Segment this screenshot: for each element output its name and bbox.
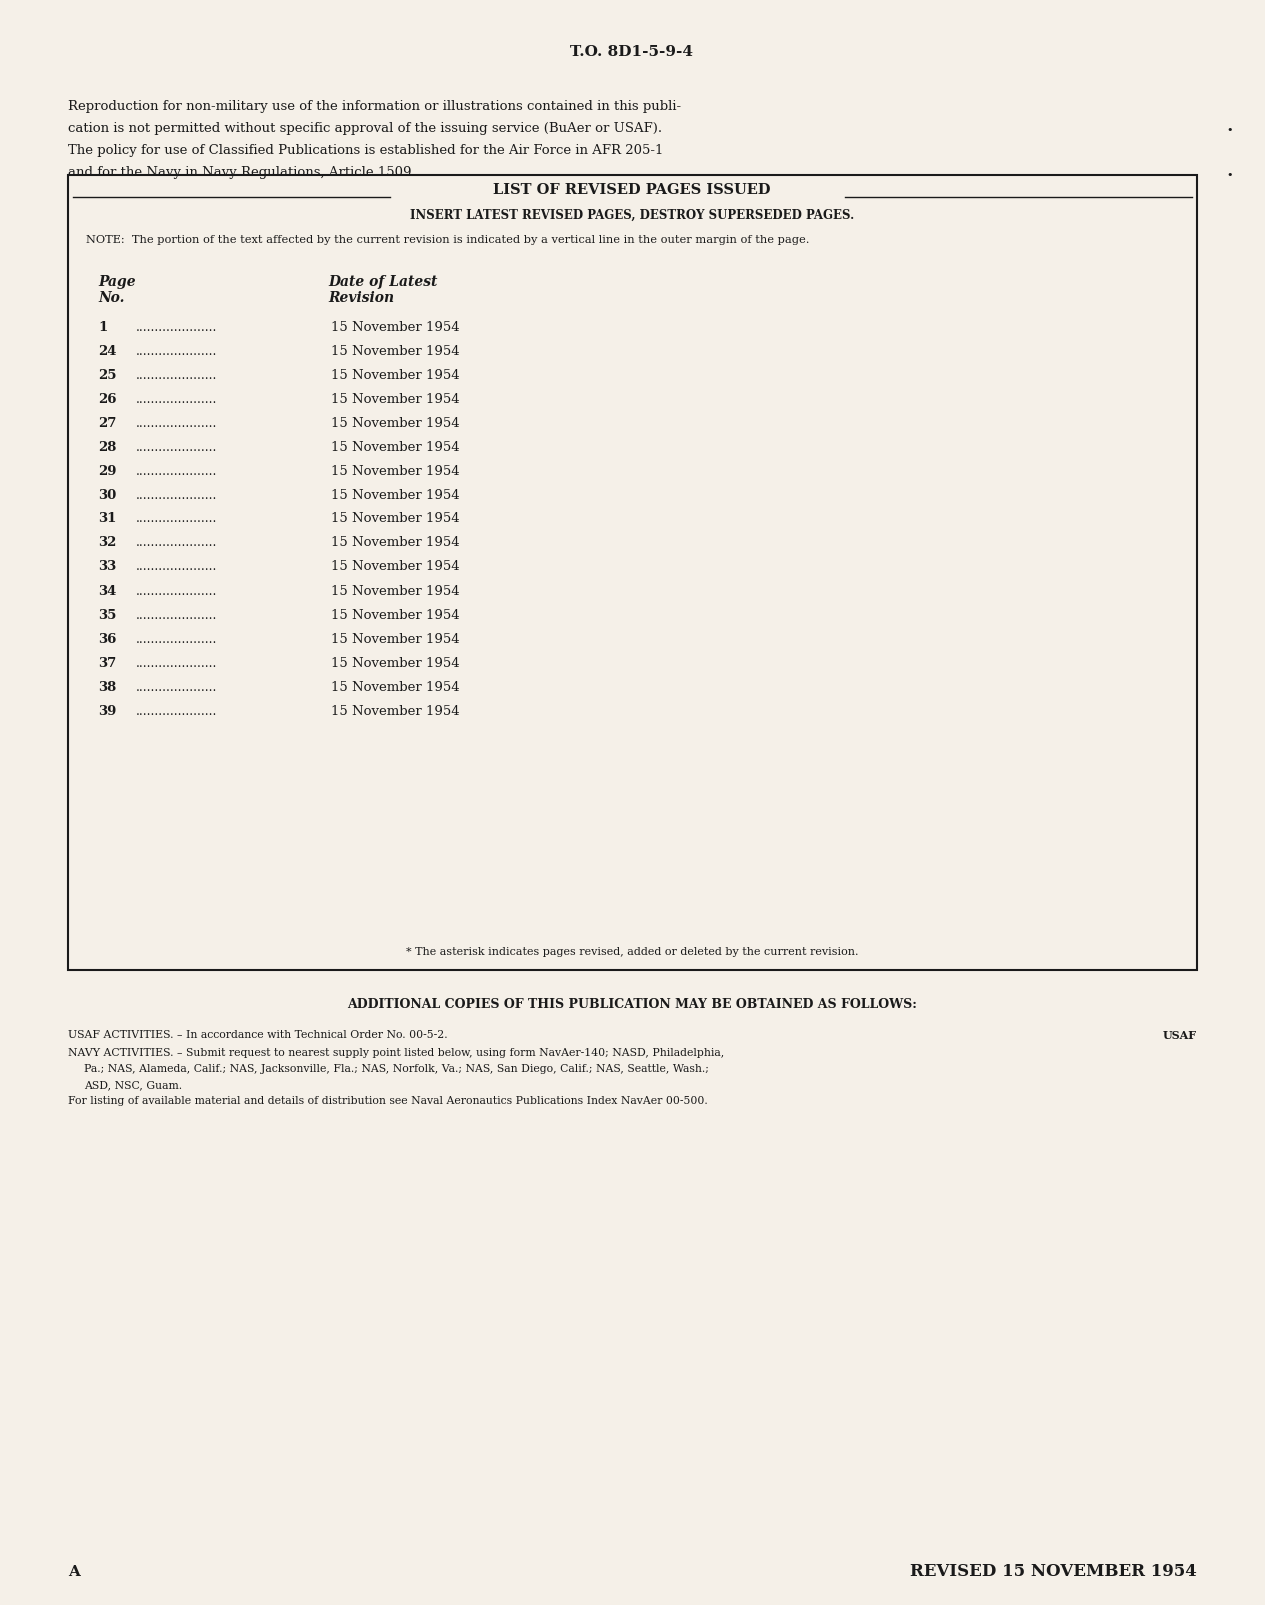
- Text: .....................: .....................: [137, 464, 218, 478]
- Text: .....................: .....................: [137, 560, 218, 573]
- Text: 28: 28: [97, 440, 116, 454]
- Text: .....................: .....................: [137, 681, 218, 693]
- Text: NAVY ACTIVITIES. – Submit request to nearest supply point listed below, using fo: NAVY ACTIVITIES. – Submit request to nea…: [68, 1048, 725, 1058]
- Text: 15 November 1954: 15 November 1954: [331, 321, 459, 334]
- Text: For listing of available material and details of distribution see Naval Aeronaut: For listing of available material and de…: [68, 1096, 707, 1106]
- Text: Page
No.: Page No.: [97, 274, 135, 305]
- Text: 15 November 1954: 15 November 1954: [331, 632, 459, 645]
- Text: 15 November 1954: 15 November 1954: [331, 536, 459, 549]
- Text: 1: 1: [97, 321, 108, 334]
- Text: •: •: [1227, 125, 1233, 135]
- Text: .....................: .....................: [137, 632, 218, 645]
- Text: 15 November 1954: 15 November 1954: [331, 393, 459, 406]
- Text: 24: 24: [97, 345, 116, 358]
- Text: 15 November 1954: 15 November 1954: [331, 488, 459, 501]
- Text: .....................: .....................: [137, 345, 218, 358]
- Text: 15 November 1954: 15 November 1954: [331, 705, 459, 717]
- Text: 34: 34: [97, 584, 116, 597]
- Text: 26: 26: [97, 393, 116, 406]
- Text: 15 November 1954: 15 November 1954: [331, 369, 459, 382]
- Text: 25: 25: [97, 369, 116, 382]
- Text: The policy for use of Classified Publications is established for the Air Force i: The policy for use of Classified Publica…: [68, 144, 663, 157]
- Text: .....................: .....................: [137, 488, 218, 501]
- Text: T.O. 8D1-5-9-4: T.O. 8D1-5-9-4: [571, 45, 693, 59]
- Text: .....................: .....................: [137, 512, 218, 525]
- Text: 15 November 1954: 15 November 1954: [331, 512, 459, 525]
- Text: 39: 39: [97, 705, 116, 717]
- Text: 15 November 1954: 15 November 1954: [331, 440, 459, 454]
- Text: 27: 27: [97, 417, 116, 430]
- Text: 33: 33: [97, 560, 116, 573]
- Text: 15 November 1954: 15 November 1954: [331, 345, 459, 358]
- Text: 36: 36: [97, 632, 116, 645]
- Text: .....................: .....................: [137, 369, 218, 382]
- Text: A: A: [68, 1565, 80, 1579]
- Text: .....................: .....................: [137, 536, 218, 549]
- Text: Date of Latest
Revision: Date of Latest Revision: [328, 274, 438, 305]
- Bar: [68, 175, 1197, 969]
- Text: 35: 35: [97, 608, 116, 621]
- Text: USAF ACTIVITIES. – In accordance with Technical Order No. 00-5-2.: USAF ACTIVITIES. – In accordance with Te…: [68, 1030, 448, 1040]
- Text: * The asterisk indicates pages revised, added or deleted by the current revision: * The asterisk indicates pages revised, …: [406, 947, 858, 957]
- Text: LIST OF REVISED PAGES ISSUED: LIST OF REVISED PAGES ISSUED: [493, 183, 770, 197]
- Text: ADDITIONAL COPIES OF THIS PUBLICATION MAY BE OBTAINED AS FOLLOWS:: ADDITIONAL COPIES OF THIS PUBLICATION MA…: [347, 998, 917, 1011]
- Text: 15 November 1954: 15 November 1954: [331, 681, 459, 693]
- Text: .....................: .....................: [137, 705, 218, 717]
- Text: REVISED 15 NOVEMBER 1954: REVISED 15 NOVEMBER 1954: [911, 1563, 1197, 1581]
- Text: 30: 30: [97, 488, 116, 501]
- Text: .....................: .....................: [137, 417, 218, 430]
- Text: USAF: USAF: [1163, 1030, 1197, 1042]
- Text: ASD, NSC, Guam.: ASD, NSC, Guam.: [83, 1080, 182, 1090]
- Text: 38: 38: [97, 681, 116, 693]
- Text: 15 November 1954: 15 November 1954: [331, 417, 459, 430]
- Text: .....................: .....................: [137, 608, 218, 621]
- Text: Reproduction for non-military use of the information or illustrations contained : Reproduction for non-military use of the…: [68, 100, 681, 112]
- Text: 15 November 1954: 15 November 1954: [331, 464, 459, 478]
- Text: 29: 29: [97, 464, 116, 478]
- Text: 15 November 1954: 15 November 1954: [331, 584, 459, 597]
- Text: cation is not permitted without specific approval of the issuing service (BuAer : cation is not permitted without specific…: [68, 122, 662, 135]
- Text: .....................: .....................: [137, 440, 218, 454]
- Text: 31: 31: [97, 512, 116, 525]
- Text: 15 November 1954: 15 November 1954: [331, 608, 459, 621]
- Text: 37: 37: [97, 656, 116, 669]
- Text: and for the Navy in Navy Regulations, Article 1509.: and for the Navy in Navy Regulations, Ar…: [68, 165, 416, 180]
- Text: INSERT LATEST REVISED PAGES, DESTROY SUPERSEDED PAGES.: INSERT LATEST REVISED PAGES, DESTROY SUP…: [410, 209, 854, 221]
- Text: .....................: .....................: [137, 656, 218, 669]
- Text: 15 November 1954: 15 November 1954: [331, 560, 459, 573]
- Text: .....................: .....................: [137, 584, 218, 597]
- Text: NOTE:  The portion of the text affected by the current revision is indicated by : NOTE: The portion of the text affected b…: [86, 234, 810, 246]
- Text: Pa.; NAS, Alameda, Calif.; NAS, Jacksonville, Fla.; NAS, Norfolk, Va.; NAS, San : Pa.; NAS, Alameda, Calif.; NAS, Jacksonv…: [83, 1064, 708, 1074]
- Text: 15 November 1954: 15 November 1954: [331, 656, 459, 669]
- Text: 32: 32: [97, 536, 116, 549]
- Text: .....................: .....................: [137, 321, 218, 334]
- Text: •: •: [1227, 170, 1233, 180]
- Text: .....................: .....................: [137, 393, 218, 406]
